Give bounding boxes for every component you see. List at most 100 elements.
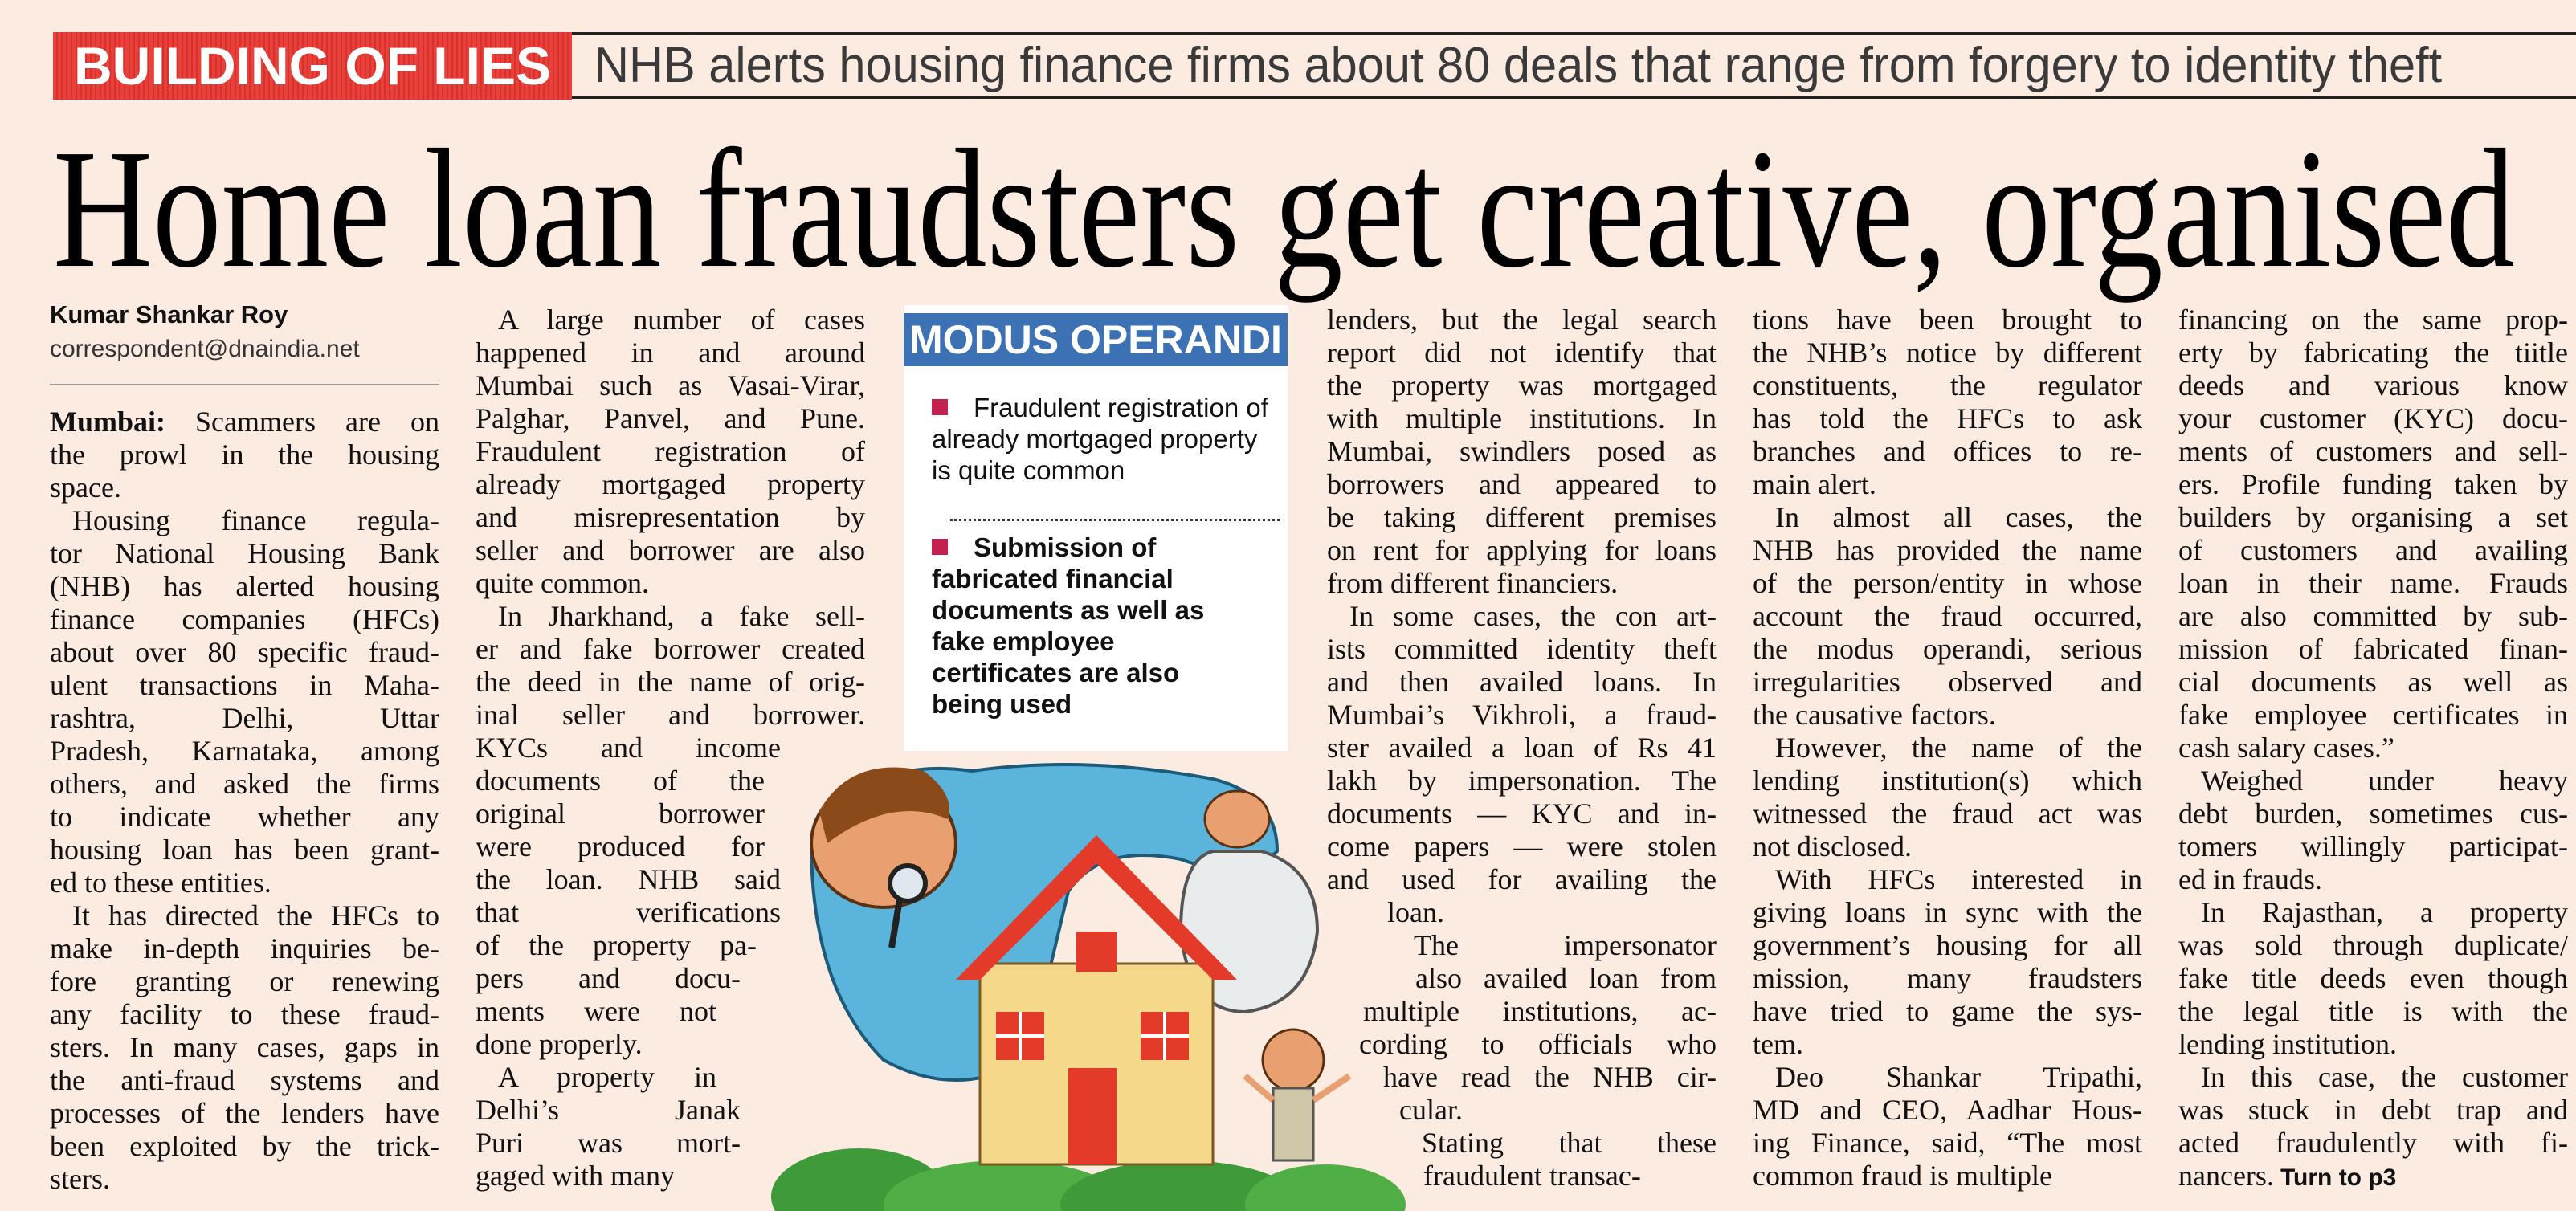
line-text: Mumbai’s Vikhroli, a fraud- — [1327, 699, 1717, 731]
article-line: housing loan has been grant- — [50, 834, 439, 866]
article-line: seller and borrower are also — [476, 534, 865, 567]
article-line: A property in — [498, 1061, 716, 1094]
article-line: been exploited by the trick- — [50, 1130, 439, 1163]
subheadline: NHB alerts housing finance firms about 8… — [594, 38, 2443, 93]
article-line: your customer (KYC) docu- — [2178, 402, 2568, 435]
article-line: documents of the — [476, 765, 765, 797]
article-line: common fraud is multiple — [1753, 1160, 2142, 1193]
sidebar-title: MODUS OPERANDI — [904, 313, 1288, 366]
article-line: was stuck in debt trap and — [2178, 1094, 2568, 1127]
line-text: cular. — [1399, 1094, 1463, 1126]
article-line: cial documents as well as — [2178, 666, 2568, 699]
line-text: cording to officials who — [1359, 1028, 1717, 1060]
article-line: However, the name of the — [1775, 732, 2142, 765]
kicker-rule-bottom — [572, 96, 2576, 99]
fraudster-cartoon-illustration — [771, 763, 1406, 1211]
article-line: cash salary cases.” — [2178, 732, 2568, 765]
line-text: constituents, the regulator — [1753, 369, 2142, 402]
line-text: to indicate whether any — [50, 801, 439, 833]
article-line: fake employee certificates in — [2178, 699, 2568, 732]
line-text: tor National Housing Bank — [50, 537, 439, 569]
article-line: Fraudulent registration of — [476, 435, 865, 468]
line-text: on rent for applying for loans — [1327, 534, 1717, 566]
line-text: from different financiers. — [1327, 567, 1619, 599]
article-line: giving loans in sync with the — [1753, 896, 2142, 929]
article-line: lenders, but the legal search — [1327, 304, 1717, 336]
sidebar-item: Fraudulent registration of already mortg… — [932, 392, 1269, 486]
line-text: loan. — [1387, 896, 1444, 928]
line-text: of the person/entity in whose — [1753, 567, 2142, 599]
article-line: the anti-fraud systems and — [50, 1064, 439, 1097]
article-line: was sold through duplicate/ — [2178, 929, 2568, 962]
line-text: cash salary cases.” — [2178, 732, 2394, 764]
byline-email: correspondent@dnaindia.net — [50, 336, 360, 362]
line-text: KYCs and income — [476, 732, 781, 764]
article-line: NHB has provided the name — [1753, 534, 2142, 567]
modus-operandi-sidebar: MODUS OPERANDI Fraudulent registration o… — [904, 305, 1288, 751]
article-line: sters. — [50, 1163, 439, 1196]
line-text: Fraudulent registration of — [476, 435, 865, 467]
line-text: lenders, but the legal search — [1327, 304, 1717, 336]
line-text: was sold through duplicate/ — [2178, 929, 2568, 961]
article-line: have tried to game the sys- — [1753, 995, 2142, 1028]
line-text: have read the NHB cir- — [1383, 1061, 1717, 1093]
article-line: also availed loan from — [1415, 962, 1717, 995]
line-text: come papers — were stolen — [1327, 830, 1717, 862]
article-line: happened in and around — [476, 336, 865, 369]
article-line: from different financiers. — [1327, 567, 1717, 600]
small-man — [1243, 1028, 1352, 1162]
line-text: the anti-fraud systems and — [50, 1064, 439, 1096]
article-line: Pradesh, Karnataka, among — [50, 735, 439, 768]
line-text: sters. — [50, 1163, 110, 1195]
article-column: Mumbai: Scammers are on the prowl in the … — [50, 406, 439, 1196]
line-text: lending institution. — [2178, 1028, 2398, 1060]
line-text: NHB has provided the name — [1753, 534, 2142, 566]
article-line: irregularities observed and — [1753, 666, 2142, 699]
line-text: pers and docu- — [476, 962, 741, 994]
article-line: the loan. NHB said — [476, 863, 781, 896]
line-text: already mortgaged property — [476, 468, 865, 500]
article-line: In this case, the customer — [2201, 1061, 2568, 1094]
line-text: ing Finance, said, “The most — [1753, 1127, 2142, 1159]
line-text: was stuck in debt trap and — [2178, 1094, 2568, 1126]
line-text: done properly. — [476, 1028, 643, 1060]
line-text: about over 80 specific fraud- — [50, 636, 439, 668]
article-line: borrowers and appeared to — [1327, 468, 1717, 501]
line-text: tem. — [1753, 1028, 1803, 1060]
line-text: financing on the same prop- — [2178, 304, 2568, 336]
line-text: giving loans in sync with the — [1753, 896, 2142, 928]
line-text: ulent transactions in Maha- — [50, 669, 439, 701]
continued-jump[interactable]: Turn to p3 — [2280, 1164, 2397, 1191]
article-line: Mumbai, swindlers posed as — [1327, 435, 1717, 468]
article-line: Housing finance regula- — [72, 504, 439, 537]
line-text: are also committed by sub- — [2178, 600, 2568, 632]
article-line: the legal title is with the — [2178, 995, 2568, 1028]
article-line: fraudulent transac- — [1423, 1160, 1717, 1193]
article-line: financing on the same prop- — [2178, 304, 2568, 336]
article-line: In almost all cases, the — [1775, 501, 2142, 534]
line-text: ed to these entities. — [50, 866, 271, 899]
house — [956, 835, 1237, 1166]
article-line: er and fake borrower created — [476, 633, 865, 666]
line-text: erty by fabricating the tiitle — [2178, 336, 2568, 369]
line-text: ments of customers and sell- — [2178, 435, 2568, 467]
line-text: gaged with many — [476, 1160, 675, 1192]
article-line: ments were not — [476, 995, 716, 1028]
article-line: finance companies (HFCs) — [50, 603, 439, 636]
line-text: the loan. NHB said — [476, 863, 781, 895]
article-column: A large number of cases happened in and a… — [476, 304, 865, 1193]
line-text: ers. Profile funding taken by — [2178, 468, 2568, 500]
article-line: and misrepresentation by — [476, 501, 865, 534]
line-text: MD and CEO, Aadhar Hous- — [1753, 1094, 2142, 1126]
line-text: Puri was mort- — [476, 1127, 741, 1159]
article-line: fore granting or renewing — [50, 965, 439, 998]
line-text: not disclosed. — [1753, 830, 1912, 862]
line-text: and used for availing the — [1327, 863, 1717, 895]
line-text: the deed in the name of orig- — [476, 666, 865, 698]
article-line: make in-depth inquiries be- — [50, 932, 439, 965]
line-text: have tried to game the sys- — [1753, 995, 2142, 1027]
line-text: any facility to these fraud- — [50, 998, 439, 1030]
article-line: the modus operandi, serious — [1753, 633, 2142, 666]
byline-author: Kumar Shankar Roy — [50, 300, 288, 328]
line-text: your customer (KYC) docu- — [2178, 402, 2568, 434]
